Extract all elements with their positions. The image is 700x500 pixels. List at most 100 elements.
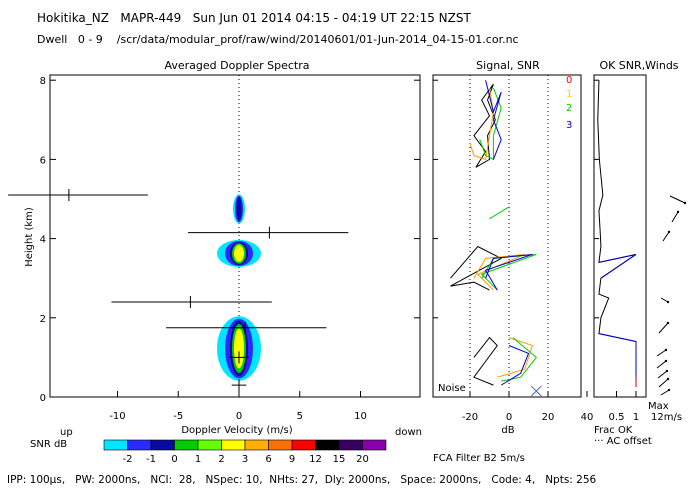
colorbar-swatch: [338, 439, 363, 451]
max-label: Max: [648, 401, 669, 412]
colorbar-swatch: [268, 439, 293, 451]
legend-1: 1: [566, 89, 572, 100]
snr-line-1: [473, 253, 525, 291]
height-tick-label: 0: [40, 393, 46, 404]
echo-layer: [234, 328, 244, 369]
wind-arrow: [660, 297, 669, 303]
frac-ok-line: [597, 80, 637, 386]
wind-arrow: [669, 195, 686, 204]
legend-2: 2: [566, 103, 572, 114]
colorbar-label: 20: [356, 454, 369, 465]
colorbar-swatch: [197, 439, 222, 451]
height-tick-label: 8: [40, 76, 46, 87]
snr-line-2: [480, 253, 537, 291]
direction-down-label: down: [395, 427, 422, 438]
snr-tick-label: -20: [462, 412, 478, 423]
colorbar-swatch: [150, 439, 175, 451]
colorbar-label: 2: [218, 454, 224, 465]
colorbar-label: 0: [171, 454, 177, 465]
colorbar-swatch: [291, 439, 316, 451]
frac-ok-blue: [598, 333, 637, 378]
colorbar-swatch: [362, 439, 387, 451]
noise-label: Noise: [438, 383, 466, 394]
snr-line-3: [485, 80, 502, 160]
velocity-tick-label: -10: [109, 411, 125, 422]
wind-arrow-head: [666, 321, 670, 325]
snr-line-2: [479, 87, 502, 161]
colorbar-swatch: [127, 439, 152, 451]
wind-arrow: [658, 322, 669, 334]
velocity-tick-label: 10: [354, 411, 367, 422]
snr-grid-lines: [469, 75, 549, 397]
wind-arrow-head: [667, 230, 671, 234]
colorbar-swatch: [244, 439, 269, 451]
snr-tick-label: 0: [506, 412, 512, 423]
colorbar-label: 12: [309, 454, 322, 465]
params-line: IPP: 100μs, PW: 2000ns, NCI: 28, NSpec: …: [7, 474, 597, 486]
spectra-title: Averaged Doppler Spectra: [164, 59, 309, 72]
colorbar-swatch: [315, 439, 340, 451]
direction-up-label: up: [60, 427, 73, 438]
wind-arrow-head: [665, 369, 669, 373]
ok-series: [597, 80, 637, 388]
wind-arrow: [657, 370, 668, 379]
noise-marker: [530, 385, 542, 397]
snr-tick-label: 20: [542, 412, 555, 423]
colorbar-label: -2: [123, 454, 133, 465]
wind-arrow: [662, 231, 670, 242]
title-line: Hokitika_NZ MAPR-449 Sun Jun 01 2014 04:…: [37, 11, 471, 25]
wind-arrow-head: [664, 348, 668, 352]
frac-ok-label: Frac OK: [594, 425, 633, 436]
snr-line-1: [497, 337, 534, 378]
colorbar-label: 6: [265, 454, 271, 465]
colorbar-label: 3: [242, 454, 248, 465]
wind-arrow-head: [676, 210, 680, 214]
wind-arrow-head: [664, 359, 668, 363]
wind-arrow-head: [683, 201, 687, 205]
snr-line-0: [473, 336, 498, 386]
spectra-frame: [49, 74, 421, 398]
wind-arrow: [658, 378, 669, 388]
wind-arrow: [656, 360, 667, 369]
snr-line-3: [500, 345, 530, 386]
colorbar-label: 9: [289, 454, 295, 465]
legend-0: 0: [566, 75, 572, 86]
colorbar-label: 15: [333, 454, 346, 465]
colorbar-swatch: [174, 439, 199, 451]
snr-axis-label: dB: [501, 425, 514, 436]
snr-line-0: [473, 83, 496, 168]
wind-arrow: [660, 389, 670, 396]
wind-arrow: [656, 349, 667, 357]
snr-tick-label: 40: [581, 412, 594, 423]
snr-series: [450, 80, 542, 397]
velocity-axis-label: Doppler Velocity (m/s): [181, 425, 292, 436]
spectra-axis-ticks: 0 2 4 6 8 -10 -5 0 5 10: [40, 76, 420, 422]
snr-frame: [432, 74, 582, 398]
dwell-line: Dwell 0 - 9 /scr/data/modular_prof/raw/w…: [37, 33, 519, 46]
ok-axis-ticks: 0.5 1: [609, 391, 639, 423]
snr-line-0: [450, 245, 503, 291]
ac-offset-label: ··· AC offset: [594, 436, 652, 447]
wind-arrow-head: [666, 377, 670, 381]
ok-title: OK SNR,Winds: [599, 59, 678, 72]
speed-label: 12m/s: [651, 412, 682, 423]
height-tick-label: 6: [40, 155, 46, 166]
spectra-error-bars: [8, 189, 349, 392]
wind-arrow: [671, 211, 679, 223]
velocity-tick-label: 5: [297, 411, 303, 422]
colorbar-swatch: [221, 439, 246, 451]
colorbar-title: SNR dB: [30, 439, 67, 450]
filter-label: FCA Filter B2 5m/s: [433, 453, 525, 464]
height-tick-label: 2: [40, 314, 46, 325]
colorbar-swatch: [103, 439, 128, 451]
ok-tick-label: 1: [633, 412, 639, 423]
wind-arrow-head: [667, 388, 671, 392]
colorbar-label: -1: [146, 454, 156, 465]
ok-tick-label: 0.5: [609, 412, 625, 423]
colorbar-label: 1: [195, 454, 201, 465]
echo-layer: [234, 245, 244, 262]
height-axis-label: Height (km): [24, 207, 35, 267]
frac-ok-blue: [598, 253, 637, 279]
spectra-blobs: [217, 194, 261, 381]
